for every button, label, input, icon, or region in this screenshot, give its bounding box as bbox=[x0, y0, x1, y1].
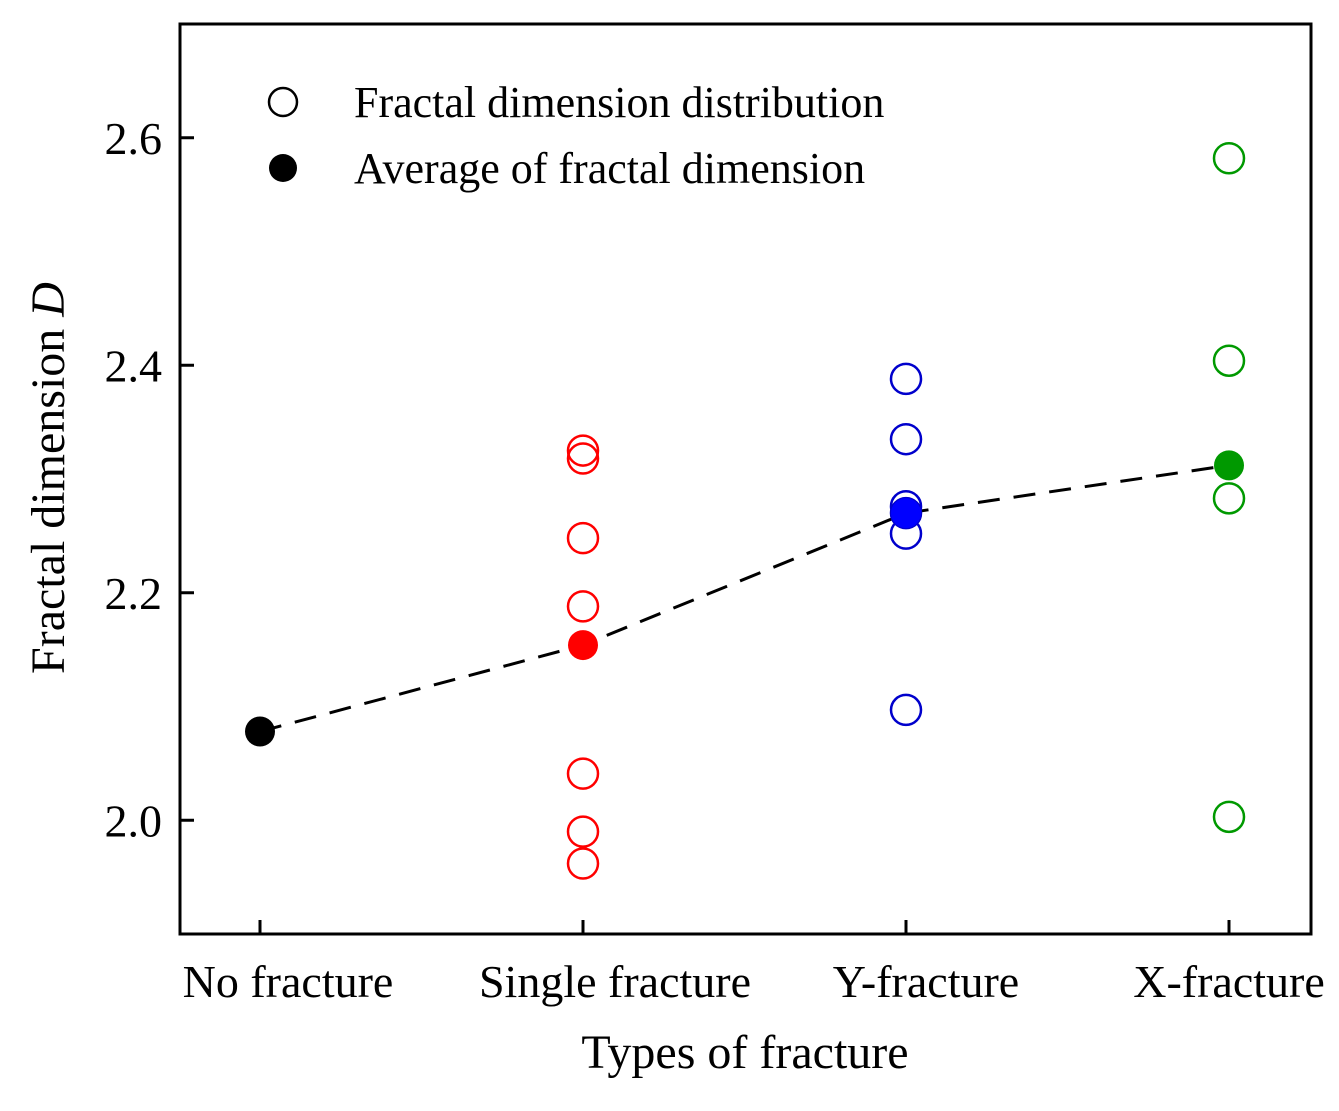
y-tick-label: 2.4 bbox=[105, 340, 163, 391]
distribution-point bbox=[566, 757, 600, 790]
distribution-point bbox=[1212, 141, 1246, 175]
x-category-label: Single fracture bbox=[479, 956, 751, 1007]
distribution-point bbox=[566, 442, 600, 475]
trend-line bbox=[259, 463, 1230, 733]
legend-label-distribution: Fractal dimension distribution bbox=[354, 78, 884, 127]
distribution-point bbox=[1212, 800, 1246, 834]
distribution-point bbox=[1212, 482, 1246, 515]
average-point bbox=[245, 716, 275, 747]
y-tick-label: 2.2 bbox=[105, 568, 163, 619]
distribution-point bbox=[566, 434, 600, 467]
average-point bbox=[568, 630, 598, 661]
x-axis-title: Types of fracture bbox=[581, 1026, 908, 1079]
legend-label-average: Average of fractal dimension bbox=[354, 144, 865, 193]
x-category-label: Y-fracture bbox=[833, 956, 1019, 1007]
distribution-point bbox=[566, 521, 600, 555]
distribution-point bbox=[1212, 344, 1246, 377]
y-tick-label: 2.6 bbox=[105, 113, 163, 164]
y-axis-title-text: Fractal dimension bbox=[22, 329, 75, 674]
legend-filled-circle-icon bbox=[269, 154, 297, 182]
average-point bbox=[891, 498, 921, 529]
plot-frame bbox=[178, 22, 1313, 936]
y-tick-label: 2.0 bbox=[105, 795, 163, 846]
average-point bbox=[1214, 450, 1244, 481]
legend-open-circle-icon bbox=[267, 86, 299, 118]
distribution-point bbox=[889, 693, 923, 727]
distribution-point bbox=[889, 362, 923, 396]
x-category-label: X-fracture bbox=[1133, 956, 1325, 1007]
y-axis-title-symbol: D bbox=[22, 282, 75, 318]
distribution-point bbox=[566, 847, 600, 880]
distribution-point bbox=[566, 590, 600, 623]
distribution-point bbox=[566, 815, 600, 848]
x-category-label: No fracture bbox=[183, 956, 394, 1007]
y-axis-title: Fractal dimension D bbox=[22, 282, 75, 674]
legend: Fractal dimension distribution Average o… bbox=[267, 78, 884, 193]
distribution-point bbox=[889, 422, 923, 456]
